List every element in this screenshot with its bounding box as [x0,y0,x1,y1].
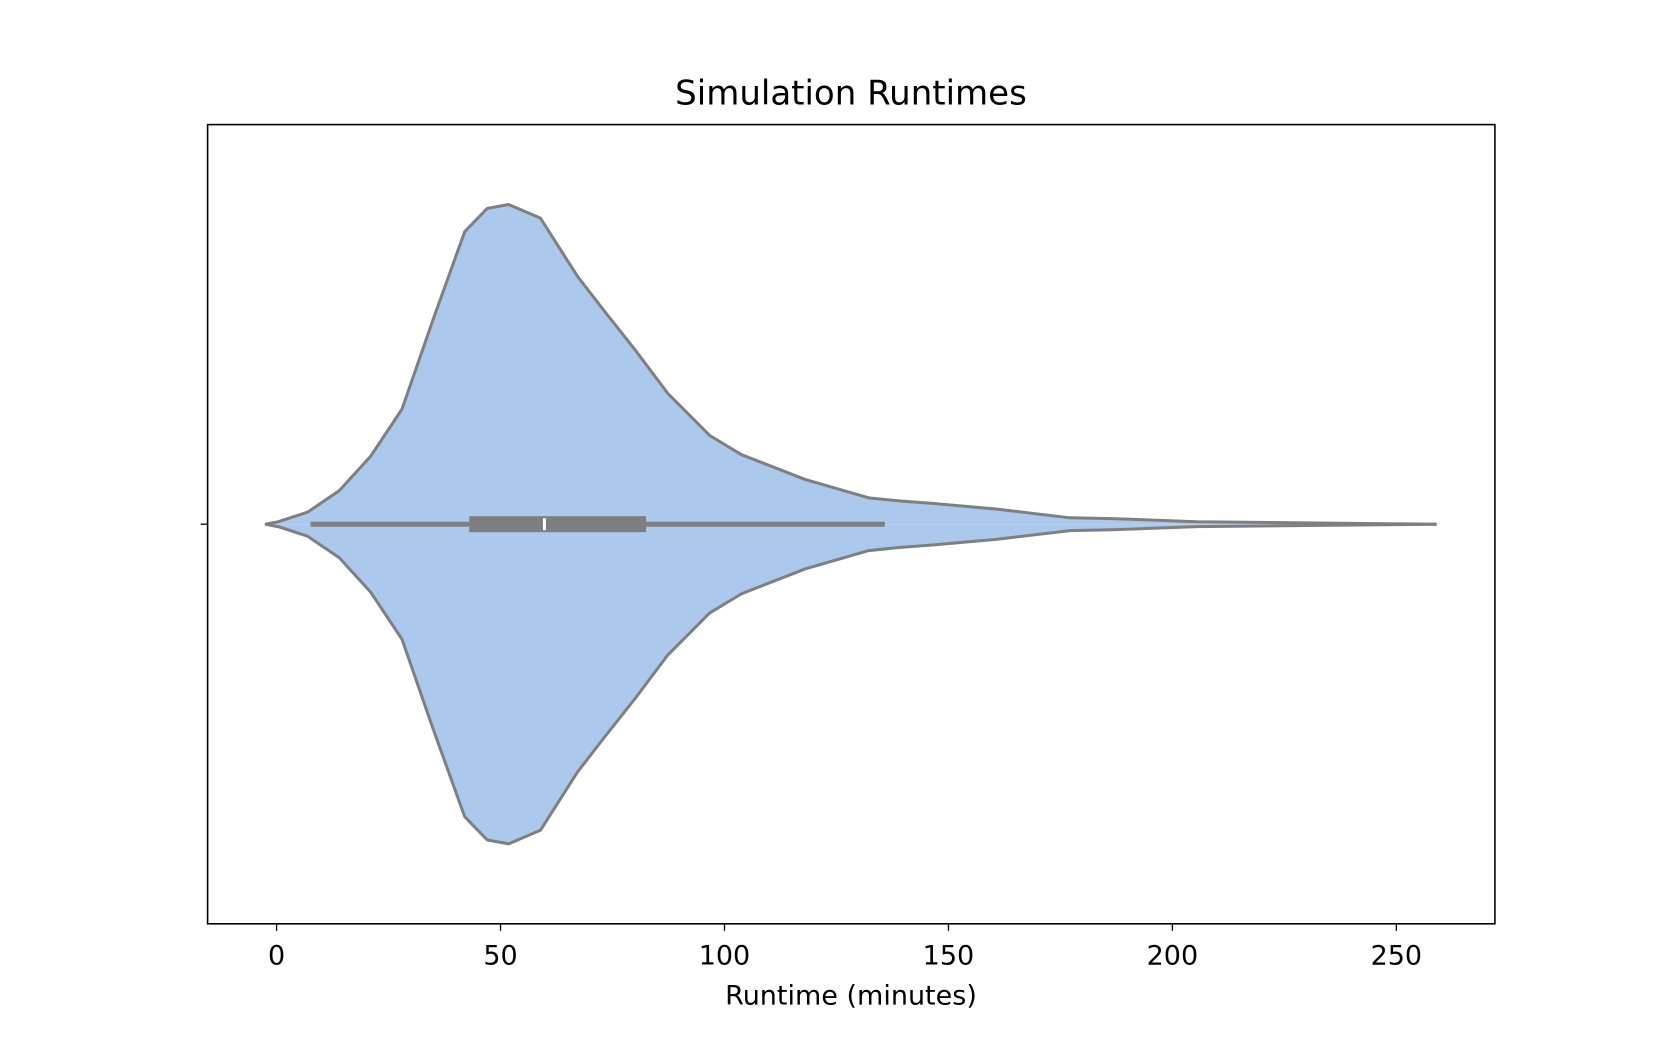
x-axis-label: Runtime (minutes) [725,981,977,1012]
plot-frame [206,123,1496,925]
x-tick-label: 100 [699,940,751,971]
violin-upper [264,203,1437,526]
x-tick-label: 150 [923,940,975,971]
x-tick-label: 50 [483,940,517,971]
violin-lower [264,522,1437,846]
x-tick-label: 250 [1371,940,1423,971]
box [469,516,647,533]
x-tick-label: 0 [268,940,285,971]
x-tick-label: 200 [1147,940,1199,971]
chart-title: Simulation Runtimes [675,74,1027,114]
